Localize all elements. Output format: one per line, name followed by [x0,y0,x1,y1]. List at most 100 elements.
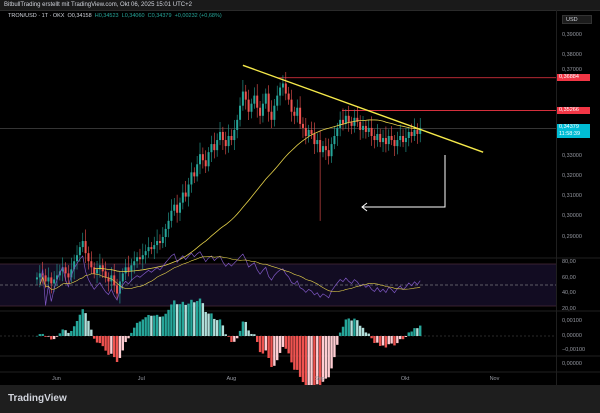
moving-average-line [94,119,421,272]
macd-histogram-bar [284,336,287,349]
arrow-line [362,155,446,208]
macd-histogram-bar [373,336,376,343]
price-tick-label: 0,30000 [562,213,582,220]
candle-body [244,91,247,100]
macd-histogram-bar [70,330,73,336]
chart-frame[interactable] [0,10,600,386]
macd-histogram-bar [198,298,202,336]
macd-histogram-bar [367,333,370,336]
macd-histogram-bar [341,326,345,336]
macd-histogram-bar [356,320,359,336]
candle-countdown: 11:58:39 [559,131,581,138]
macd-histogram-bar [161,316,165,336]
macd-histogram-bar [81,309,84,336]
candle-body [70,269,73,278]
candle-body [153,245,156,250]
macd-histogram-bar [38,334,42,336]
candle-body [84,241,87,254]
candle-body [353,117,356,126]
legend-change: +0,00232 (+0,68%) [174,13,222,19]
candle-body [56,275,58,280]
candle-body [239,105,242,120]
macd-histogram-bar [150,315,153,336]
time-axis-label: Nov [489,376,500,382]
candle-body [230,136,233,141]
macd-histogram-bar [233,336,236,342]
macd-histogram-bar [72,326,76,336]
candle-body [98,265,101,270]
candle-body [81,241,84,248]
macd-histogram-bar [281,336,285,347]
rsi-line [39,251,421,306]
candle-body [116,285,119,294]
candle-body [187,184,190,197]
time-axis-label: Sep [315,376,325,382]
candle-body [276,95,279,106]
macd-histogram-bar [115,336,119,362]
macd-histogram-bar [293,336,296,370]
candle-body [76,255,79,262]
macd-histogram-bar [187,303,190,336]
candle-body [393,140,396,147]
macd-histogram-bar [118,336,122,358]
macd-histogram-bar [416,328,419,336]
macd-histogram-bar [258,336,262,353]
macd-histogram-bar [52,336,56,340]
currency-button[interactable]: USD [562,15,592,24]
symbol-name: TRON/USD · 1T · OKX [8,13,65,19]
candle-body [250,103,253,112]
macd-histogram-bar [318,336,322,387]
macd-histogram-bar [304,336,308,388]
candle-body [78,247,81,256]
macd-histogram-bar [92,336,96,339]
macd-histogram-bar [387,336,390,345]
candle-body [170,210,173,221]
candle-body [287,93,290,100]
tradingview-logo[interactable]: TradingView [8,393,67,404]
candle-body [164,228,167,237]
macd-histogram-bar [390,336,393,344]
macd-histogram-bar [78,314,82,336]
candle-body [190,172,193,185]
macd-histogram-bar [113,336,116,358]
macd-tick-label: −0,00100 [562,347,586,353]
candle-body [270,111,273,120]
candle-body [390,136,393,141]
candle-body [73,261,76,270]
macd-histogram-bar [178,304,182,336]
candle-body [359,121,362,130]
macd-histogram-bar [396,336,399,344]
macd-histogram-bar [67,332,70,336]
macd-tick-label: 0,00100 [562,318,582,324]
candle-body [110,275,113,282]
macd-histogram-bar [353,318,356,336]
macd-histogram-bar [290,336,293,363]
candle-body [347,115,350,122]
level-price-tag: 0,36884 [557,74,590,82]
candle-body [227,136,230,147]
macd-histogram-bar [213,318,216,336]
candle-body [367,127,370,132]
candle-body [127,267,130,272]
candle-body [130,265,133,272]
macd-histogram-bar [121,336,124,351]
macd-histogram-bar [84,313,87,336]
candle-body [178,202,181,213]
macd-histogram-bar [261,336,265,354]
price-axis[interactable] [556,10,600,385]
candle-body [396,140,399,147]
macd-histogram-bar [110,336,113,354]
candle-body [327,150,330,157]
macd-histogram-bar [227,336,230,337]
candle-body [199,154,201,165]
candle-body [38,273,41,278]
macd-histogram-bar [164,313,167,336]
price-tick-label: 0,33000 [562,152,582,159]
macd-histogram-bar [193,302,196,336]
macd-histogram-bar [195,301,199,336]
macd-histogram-bar [276,336,279,361]
candle-body [419,127,422,134]
macd-histogram-bar [173,300,176,336]
rsi-tick-label: 40,00 [562,290,576,296]
